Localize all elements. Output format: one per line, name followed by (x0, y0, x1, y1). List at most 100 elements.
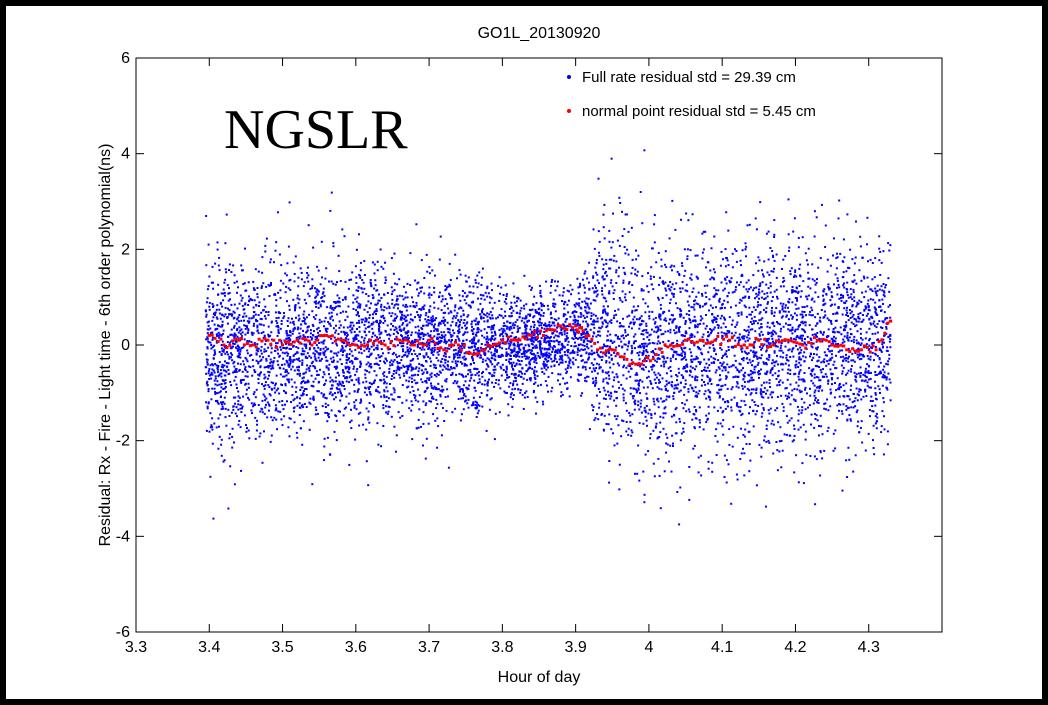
full-rate-point (765, 381, 768, 384)
full-rate-point (843, 282, 845, 285)
full-rate-point (533, 361, 536, 364)
full-rate-point (765, 350, 768, 353)
full-rate-point (410, 348, 412, 351)
full-rate-point (339, 349, 342, 352)
full-rate-point (377, 386, 380, 388)
full-rate-point (713, 406, 716, 409)
full-rate-point (473, 342, 476, 345)
full-rate-point (659, 374, 662, 377)
full-rate-point (462, 333, 465, 336)
full-rate-point (850, 333, 852, 335)
full-rate-point (395, 303, 398, 306)
full-rate-point (284, 403, 286, 406)
full-rate-point (317, 326, 320, 329)
full-rate-point (853, 371, 856, 374)
full-rate-point (680, 346, 683, 349)
full-rate-point (642, 347, 645, 350)
full-rate-point (234, 333, 237, 336)
full-rate-point (644, 342, 647, 345)
full-rate-point (292, 344, 295, 347)
full-rate-point (477, 322, 480, 325)
full-rate-point (289, 338, 291, 341)
full-rate-point (270, 434, 273, 437)
full-rate-point (766, 271, 769, 274)
full-rate-point (574, 321, 577, 324)
full-rate-point (328, 280, 330, 283)
full-rate-point (353, 404, 356, 407)
full-rate-point (826, 398, 829, 401)
full-rate-point (719, 347, 722, 349)
full-rate-point (488, 358, 491, 361)
full-rate-point (406, 323, 409, 326)
full-rate-point (489, 337, 492, 340)
full-rate-point (605, 423, 608, 425)
full-rate-point (249, 354, 251, 357)
full-rate-point (272, 399, 275, 401)
full-rate-point (405, 332, 408, 335)
full-rate-point (571, 337, 574, 340)
full-rate-point (390, 359, 393, 362)
full-rate-point (859, 375, 862, 378)
full-rate-point (337, 351, 340, 354)
full-rate-point (838, 388, 841, 391)
full-rate-point (658, 357, 661, 360)
full-rate-point (477, 297, 479, 300)
full-rate-point (664, 361, 667, 364)
full-rate-point (667, 330, 670, 333)
full-rate-point (286, 320, 289, 322)
full-rate-point (749, 321, 752, 323)
full-rate-point (510, 358, 512, 361)
full-rate-point (793, 275, 795, 278)
full-rate-point (708, 333, 711, 336)
full-rate-point (749, 328, 752, 331)
full-rate-point (476, 348, 479, 351)
full-rate-point (245, 430, 248, 433)
full-rate-point (419, 347, 422, 350)
full-rate-point (365, 393, 368, 396)
full-rate-point (503, 329, 506, 332)
full-rate-point (449, 279, 452, 281)
full-rate-point (804, 331, 807, 334)
full-rate-point (505, 293, 508, 296)
full-rate-point (448, 292, 451, 295)
full-rate-point (684, 269, 687, 272)
full-rate-point (224, 242, 227, 245)
full-rate-point (592, 380, 595, 383)
full-rate-point (316, 335, 319, 338)
full-rate-point (499, 356, 502, 359)
full-rate-point (853, 262, 856, 265)
full-rate-point (335, 352, 338, 355)
full-rate-point (557, 322, 560, 325)
full-rate-point (515, 311, 518, 314)
full-rate-point (854, 397, 857, 400)
full-rate-point (279, 327, 282, 330)
full-rate-point (437, 388, 440, 391)
full-rate-point (646, 285, 649, 288)
full-rate-point (297, 358, 300, 361)
full-rate-point (520, 307, 523, 310)
full-rate-point (364, 369, 367, 372)
full-rate-point (229, 298, 231, 301)
full-rate-point (597, 177, 600, 180)
full-rate-point (685, 313, 688, 316)
full-rate-point (763, 292, 766, 295)
full-rate-point (422, 308, 425, 311)
full-rate-point (691, 213, 694, 216)
full-rate-point (409, 359, 412, 362)
full-rate-point (508, 376, 511, 378)
full-rate-point (363, 342, 366, 345)
full-rate-point (723, 306, 726, 309)
full-rate-point (692, 287, 695, 290)
full-rate-point (800, 398, 803, 401)
full-rate-point (476, 401, 478, 404)
full-rate-point (712, 328, 715, 331)
full-rate-point (512, 380, 515, 383)
full-rate-point (331, 360, 333, 363)
full-rate-point (865, 375, 868, 378)
full-rate-point (578, 285, 581, 288)
full-rate-point (273, 356, 276, 359)
full-rate-point (321, 292, 324, 295)
full-rate-point (286, 354, 289, 357)
full-rate-point (790, 417, 793, 420)
full-rate-point (206, 380, 209, 383)
